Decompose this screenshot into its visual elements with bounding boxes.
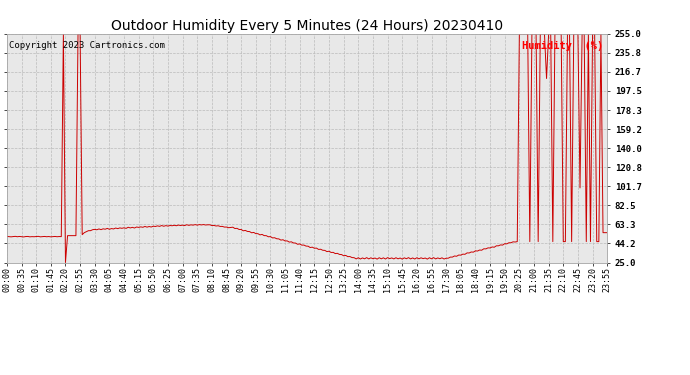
Text: Copyright 2023 Cartronics.com: Copyright 2023 Cartronics.com (9, 40, 165, 50)
Text: Humidity  (%): Humidity (%) (522, 40, 603, 51)
Title: Outdoor Humidity Every 5 Minutes (24 Hours) 20230410: Outdoor Humidity Every 5 Minutes (24 Hou… (111, 19, 503, 33)
